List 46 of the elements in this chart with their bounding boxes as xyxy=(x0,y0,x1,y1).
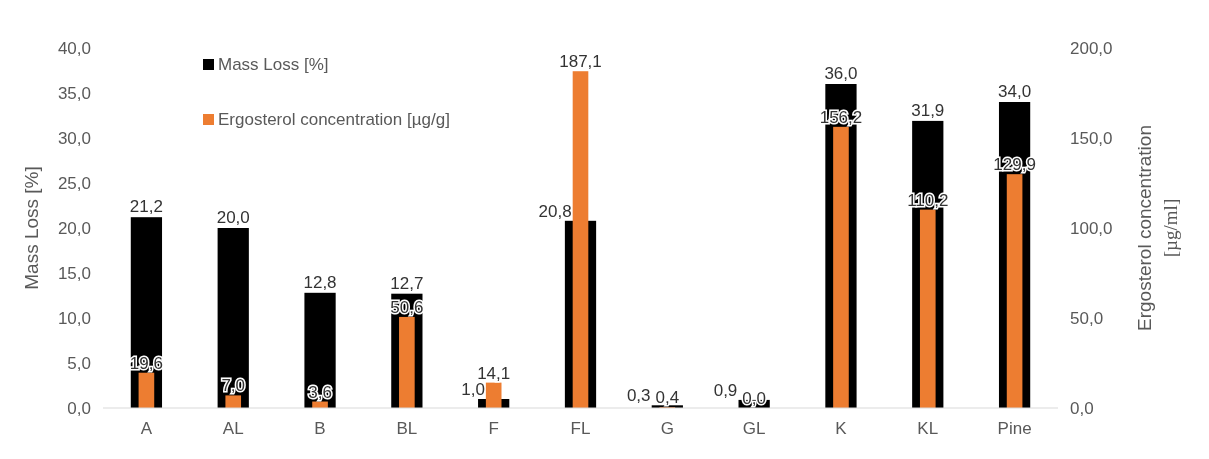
y2-tick-label: 0,0 xyxy=(1070,399,1094,418)
data-label: 0,4 xyxy=(655,388,680,408)
y2-tick-label: 50,0 xyxy=(1070,309,1104,328)
x-tick-label: G xyxy=(660,419,674,438)
legend-label: Ergosterol concentration [µg/g] xyxy=(218,110,450,129)
y-tick-label: 15,0 xyxy=(57,264,91,283)
y-tick-label: 35,0 xyxy=(57,84,91,103)
data-label: 14,1 xyxy=(477,363,511,383)
x-tick-label: B xyxy=(314,419,326,438)
data-label: 36,0 xyxy=(824,64,858,83)
x-tick-label: GL xyxy=(742,419,766,438)
y-tick-label: 40,0 xyxy=(57,39,91,58)
data-label: 187,1 xyxy=(559,52,602,72)
x-tick-label: K xyxy=(835,419,848,438)
data-label: 34,0 xyxy=(998,82,1032,101)
y2-axis-title: Ergosterol concentration [µg/ml] xyxy=(1134,125,1181,331)
data-label: 0,3 xyxy=(626,386,651,406)
y-axis-title: Mass Loss [%] xyxy=(21,166,42,290)
x-tick-label: KL xyxy=(917,419,939,438)
data-label: 1,0 xyxy=(461,380,485,399)
y-tick-label: 10,0 xyxy=(57,309,91,328)
y2-tick-label: 150,0 xyxy=(1070,129,1113,148)
x-tick-label: A xyxy=(140,419,153,438)
y2-tick-label: 200,0 xyxy=(1070,39,1113,58)
data-label: 21,2 xyxy=(129,197,163,217)
data-label: 3,6 xyxy=(308,382,332,402)
data-label: 19,6 xyxy=(129,353,163,373)
data-label: 12,8 xyxy=(303,272,337,292)
data-label: 0,9 xyxy=(713,380,738,400)
x-tick-label: Pine xyxy=(997,419,1032,438)
x-tick-label: FL xyxy=(570,419,591,438)
y-tick-label: 5,0 xyxy=(67,354,91,373)
x-tick-label: AL xyxy=(222,419,244,438)
data-label: 12,7 xyxy=(390,273,424,293)
y-tick-label: 20,0 xyxy=(57,219,91,238)
x-tick-label: BL xyxy=(396,419,418,438)
data-label: 7,0 xyxy=(221,376,246,396)
data-label: 20,0 xyxy=(216,208,250,227)
data-label: 31,9 xyxy=(911,100,945,120)
legend-label: Mass Loss [%] xyxy=(218,55,329,74)
y2-tick-label: 100,0 xyxy=(1070,219,1113,238)
y-tick-label: 0,0 xyxy=(67,399,91,418)
y-tick-label: 25,0 xyxy=(57,174,91,193)
y-tick-label: 30,0 xyxy=(57,129,91,148)
x-tick-label: F xyxy=(488,419,499,438)
data-label: 20,8 xyxy=(538,201,572,221)
